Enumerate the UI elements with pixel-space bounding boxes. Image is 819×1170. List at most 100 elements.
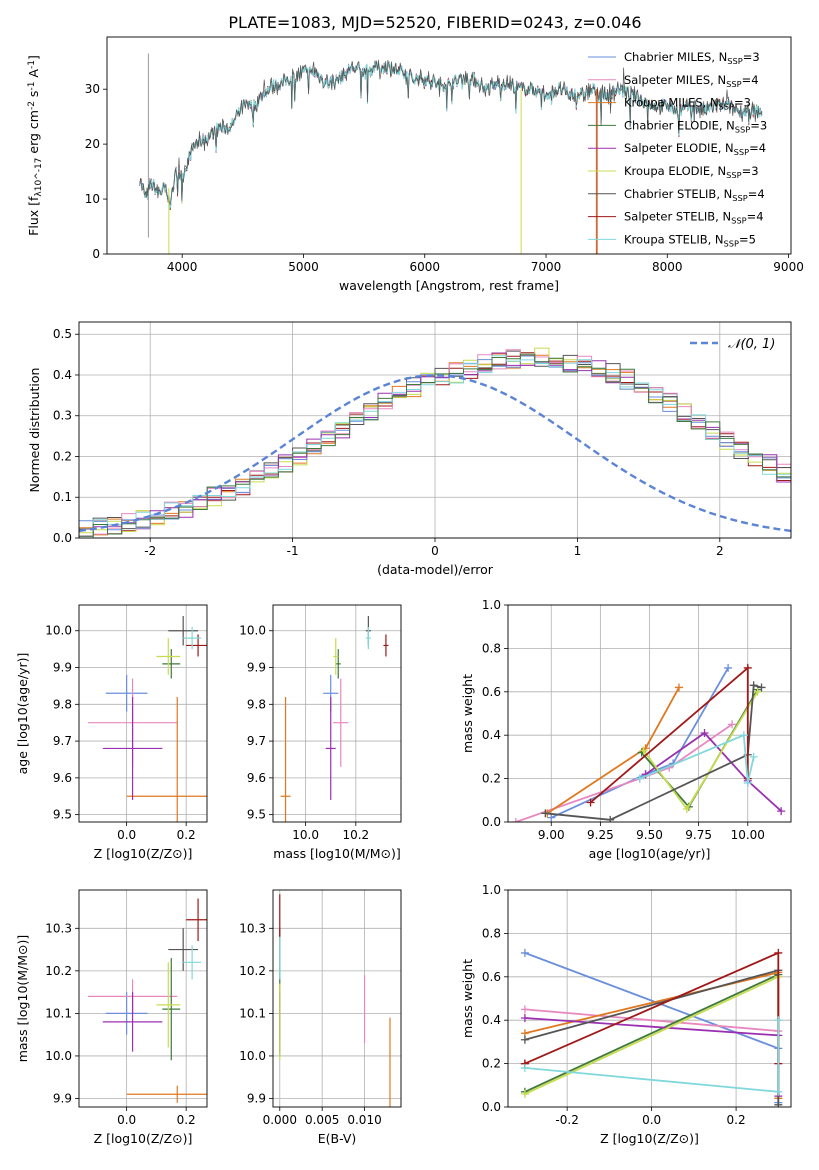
z-weight-marker-1 [520, 1005, 529, 1014]
histogram-ylabel: Normed distribution [27, 368, 42, 493]
mass-age-ytick-label: 9.7 [247, 734, 266, 748]
figure-title: PLATE=1083, MJD=52520, FIBERID=0243, z=0… [228, 13, 641, 32]
age-weight-marker-6 [757, 683, 766, 692]
mass-age-ytick-label: 9.9 [247, 661, 266, 675]
age-weight-marker-1 [728, 720, 737, 729]
histogram-ytick-label: 0.4 [53, 368, 72, 382]
z-age-ytick-label: 9.8 [53, 697, 72, 711]
z-weight-marker-7 [774, 948, 783, 957]
legend-label-7: Salpeter STELIB, NSSP=4 [624, 210, 764, 226]
mass-age-ytick-label: 9.5 [247, 808, 266, 822]
mass-age-xtick-label: 10.0 [292, 828, 319, 842]
age-weight-marker-4 [777, 807, 786, 816]
z-age-ytick-label: 9.6 [53, 771, 72, 785]
spectrum-line-6 [139, 60, 763, 205]
z-weight-marker-8 [774, 1016, 783, 1025]
spectrum-ytick-label: 0 [92, 247, 100, 261]
z-weight-ytick-label: 0.4 [482, 1013, 501, 1027]
mass-age-ytick-label: 9.8 [247, 697, 266, 711]
mass-age-axes: 10.0 10.2 9.5 9.6 9.7 9.8 9.9 10.0 mass [log10(M… [239, 604, 402, 861]
z-mass-ytick-label: 10.0 [45, 1049, 72, 1063]
age-weight-marker-5 [639, 746, 648, 755]
age-weight-ytick-label: 0.0 [482, 815, 501, 829]
age-weight-marker-8 [749, 752, 758, 761]
legend-label-0: Chabrier MILES, NSSP=3 [624, 50, 760, 66]
age-weight-line-8 [639, 733, 755, 784]
age-weight-marker-2 [674, 683, 683, 692]
age-weight-marker-4 [700, 729, 709, 738]
z-mass-plot-area [87, 898, 207, 1103]
z-weight-marker-8 [520, 1063, 529, 1072]
age-weight-plot-area [511, 663, 786, 822]
histogram-step-8 [79, 355, 791, 538]
histogram-xtick-label: 1 [574, 544, 582, 558]
legend-label-5: Kroupa ELODIE, NSSP=3 [624, 164, 759, 180]
z-weight-marker-6 [520, 1035, 529, 1044]
z-weight-axes: -0.2 0.0 0.2 0.0 0.2 0.4 0.6 0.8 1.0 Z [log10(Z/Z… [460, 883, 792, 1146]
histogram-xlabel: (data-model)/error [377, 562, 494, 577]
z-weight-ytick-label: 0.8 [482, 926, 501, 940]
histogram-ytick-label: 0.0 [53, 531, 72, 545]
z-weight-ytick-label: 0.6 [482, 970, 501, 984]
mass-age-ytick-label: 10.0 [239, 624, 266, 638]
z-mass-ytick-label: 10.2 [45, 964, 72, 978]
age-weight-axes: 9.00 9.25 9.50 9.75 10.00 0.0 0.2 0.4 0.6 0.8 1.0 a… [460, 598, 792, 861]
ebv-mass-xtick-label: 0.005 [305, 1113, 339, 1127]
mass-age-xtick-label: 10.2 [342, 828, 369, 842]
legend-label-3: Chabrier ELODIE, NSSP=3 [624, 118, 767, 134]
ebv-mass-ytick-label: 10.3 [239, 921, 266, 935]
spectrum-xtick-label: 4000 [167, 260, 198, 274]
age-weight-ytick-label: 0.4 [482, 728, 501, 742]
z-mass-ytick-label: 10.1 [45, 1006, 72, 1020]
z-age-ytick-label: 10.0 [45, 624, 72, 638]
histogram-xtick-label: -1 [287, 544, 299, 558]
legend-label-8: Kroupa STELIB, NSSP=5 [624, 232, 756, 248]
z-weight-ytick-label: 0.0 [482, 1100, 501, 1114]
spectrum-xtick-label: 7000 [531, 260, 562, 274]
legend-label-normal: 𝒩(0, 1) [728, 337, 775, 352]
spectrum-ytick-label: 20 [85, 137, 100, 151]
z-weight-plot-area [520, 948, 783, 1107]
age-weight-marker-8 [739, 731, 748, 740]
histogram-xtick-label: 0 [431, 544, 439, 558]
ebv-mass-ytick-label: 10.0 [239, 1049, 266, 1063]
z-weight-marker-0 [520, 948, 529, 957]
ebv-mass-plot-area [279, 894, 391, 1107]
z-age-ytick-label: 9.5 [53, 808, 72, 822]
z-mass-xtick-label: 0.0 [117, 1113, 136, 1127]
histogram-ytick-label: 0.5 [53, 327, 72, 341]
age-weight-marker-8 [635, 774, 644, 783]
spectrum-ylabel: Flux [fλ10^-17 erg cm-2 s-1 A-1] [26, 55, 44, 236]
z-age-frame [78, 604, 208, 823]
age-weight-marker-5 [753, 687, 762, 696]
spectrum-xtick-label: 6000 [409, 260, 440, 274]
z-weight-xtick-label: -0.2 [555, 1113, 578, 1127]
age-weight-ytick-label: 0.8 [482, 641, 501, 655]
age-weight-line-2 [546, 687, 680, 815]
histogram-ytick-label: 0.2 [53, 449, 72, 463]
age-weight-marker-0 [724, 663, 733, 672]
z-weight-marker-8 [774, 1087, 783, 1096]
age-weight-ytick-label: 0.6 [482, 685, 501, 699]
histogram-axes: -2 -1 0 1 2 0.0 0.1 0.2 0.3 0.4 0.5 (data-model)/er… [27, 321, 792, 577]
histogram-ytick-label: 0.3 [53, 409, 72, 423]
age-weight-marker-0 [547, 813, 556, 822]
spectrum-xtick-label: 9000 [773, 260, 804, 274]
z-mass-axes: 0.0 0.2 9.9 10.0 10.1 10.2 10.3 Z [log10(Z/Z⊙)]… [15, 889, 208, 1146]
age-weight-marker-6 [749, 681, 758, 690]
age-weight-ytick-label: 0.2 [482, 772, 501, 786]
z-weight-xtick-label: 0.0 [642, 1113, 661, 1127]
spectrum-legend: Chabrier MILES, NSSP=3 Salpeter MILES, NS… [588, 50, 767, 248]
ebv-mass-ytick-label: 10.1 [239, 1006, 266, 1020]
normal-curve [79, 374, 791, 533]
z-mass-xtick-label: 0.2 [177, 1113, 196, 1127]
ebv-mass-ytick-label: 9.9 [247, 1091, 266, 1105]
mass-age-frame [272, 604, 402, 823]
spectrum-plot-area [139, 53, 763, 254]
age-weight-xtick-label: 10.00 [731, 828, 765, 842]
z-weight-ylabel: mass weight [460, 959, 475, 1038]
z-weight-xtick-label: 0.2 [727, 1113, 746, 1127]
z-age-xtick-label: 0.0 [117, 828, 136, 842]
age-weight-xtick-label: 9.00 [538, 828, 565, 842]
z-weight-ytick-label: 0.2 [482, 1057, 501, 1071]
